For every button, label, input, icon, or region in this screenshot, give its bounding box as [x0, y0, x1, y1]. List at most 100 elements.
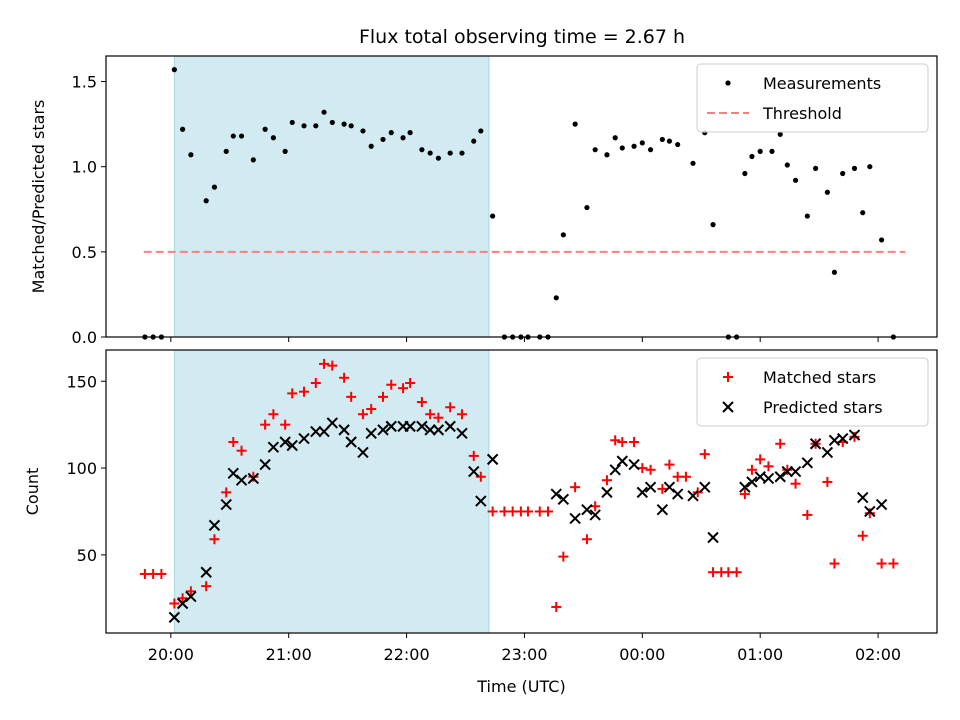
predicted-stars-point: [385, 420, 397, 433]
measurements-point: [301, 123, 307, 129]
measurements-point: [560, 232, 566, 238]
matched-stars-point: [248, 471, 259, 482]
measurements-point: [777, 131, 783, 137]
predicted-stars-point: [746, 476, 758, 488]
bottom-panel-x-ticks: 20:00 21:00 22:00 23:00 00:00 01:00 02:00: [148, 633, 901, 664]
predicted-stars-point: [456, 427, 468, 440]
predicted-stars-point: [220, 498, 232, 511]
predicted-stars-point: [550, 488, 562, 500]
predicted-stars-point: [707, 531, 719, 544]
top-panel-points: [142, 67, 896, 340]
matched-stars-point: [558, 551, 569, 562]
matched-stars-point: [543, 506, 554, 517]
bottom-panel-y-axis-label: Count: [23, 468, 42, 516]
matched-stars-point: [228, 437, 239, 448]
measurements-point: [647, 147, 654, 153]
matched-stars-point: [876, 558, 887, 569]
measurements-point: [824, 189, 830, 195]
x-tick-label: 21:00: [266, 645, 312, 664]
y-tick-label: 1.0: [72, 158, 97, 177]
matched-stars-point: [590, 501, 601, 512]
measurements-point: [380, 136, 386, 143]
matched-stars-point: [849, 431, 860, 442]
bottom-panel-legend: Matched stars Predicted stars: [696, 357, 929, 427]
measurements-point: [784, 162, 790, 168]
predicted-stars-point: [616, 455, 628, 467]
measurements-point: [427, 150, 433, 156]
bottom-panel-legend-box: [696, 357, 929, 427]
measurements-point: [769, 148, 775, 154]
y-tick-label: 0.0: [72, 328, 97, 347]
matched-stars-point: [775, 438, 786, 449]
predicted-stars-point: [286, 439, 298, 452]
x-tick-label: 20:00: [148, 645, 194, 664]
matched-stars-point: [864, 508, 875, 519]
x-tick-label: 01:00: [737, 645, 783, 664]
measurements-point: [289, 119, 295, 126]
measurements-point: [341, 121, 347, 127]
matched-stars-point: [822, 476, 833, 487]
matched-stars-point: [699, 449, 710, 460]
measurements-point: [757, 148, 763, 154]
predicted-stars-point: [864, 505, 876, 518]
predicted-stars-point: [279, 436, 291, 448]
measurements-point: [742, 170, 748, 177]
x-tick-label: 23:00: [501, 645, 547, 664]
matched-stars-point: [209, 534, 220, 545]
legend-marker-measurements: [725, 80, 731, 86]
measurements-point: [447, 150, 453, 156]
matched-stars-point: [319, 358, 330, 369]
matched-stars-point: [746, 464, 757, 475]
measurements-point: [203, 198, 209, 204]
predicted-stars-point: [809, 438, 822, 450]
predicted-stars-point: [298, 432, 310, 445]
matched-stars-point: [445, 402, 456, 413]
top-panel-frame: [105, 55, 938, 338]
measurements-point: [360, 128, 366, 134]
top-panel: 0.0 0.5 1.0 1.5 Matched/Predicted stars Mea…: [29, 55, 938, 347]
measurements-point: [282, 148, 288, 154]
measurements-point: [749, 153, 755, 160]
predicted-stars-point: [781, 465, 794, 478]
measurements-point: [584, 204, 590, 211]
top-panel-x-ticks: [170, 337, 879, 342]
predicted-stars-point: [345, 436, 357, 448]
predicted-stars-point: [857, 491, 869, 504]
predicted-stars-point: [656, 504, 669, 516]
predicted-stars-point: [762, 472, 775, 485]
measurements-point: [348, 123, 354, 129]
matched-stars-point: [280, 419, 291, 430]
predicted-stars-point: [377, 424, 389, 436]
measurements-point: [812, 165, 819, 171]
matched-stars-point: [755, 454, 766, 465]
x-tick-label: 22:00: [384, 645, 430, 664]
measurements-point: [804, 213, 810, 219]
predicted-stars-point: [444, 420, 456, 433]
measurements-point: [639, 140, 645, 146]
matched-stars-point: [378, 391, 388, 402]
top-panel-y-ticks: 0.0 0.5 1.0 1.5: [72, 73, 106, 347]
measurements-point: [592, 147, 598, 153]
measurements-point: [478, 128, 484, 134]
predicted-stars-point: [801, 457, 814, 469]
matched-stars-point: [386, 379, 397, 390]
measurements-point: [690, 160, 696, 166]
predicted-stars-point: [185, 590, 197, 603]
matched-stars-point: [731, 567, 742, 578]
predicted-stars-point: [338, 424, 350, 436]
matched-stars-point: [268, 409, 279, 420]
matched-stars-point: [829, 558, 840, 569]
matched-stars-point: [169, 598, 180, 609]
predicted-stars-point: [699, 481, 711, 493]
measurements-point: [262, 126, 268, 132]
matched-stars-point: [433, 412, 444, 423]
bottom-panel-y-ticks: 50 100 150: [66, 372, 106, 565]
legend-label-predicted-stars: Predicted stars: [763, 398, 883, 417]
matched-stars-point: [487, 506, 498, 517]
predicted-stars-point: [365, 427, 377, 440]
matched-stars-point: [177, 593, 188, 604]
predicted-stars-point: [628, 458, 640, 471]
predicted-stars-point: [235, 474, 248, 486]
measurements-point: [831, 269, 838, 275]
